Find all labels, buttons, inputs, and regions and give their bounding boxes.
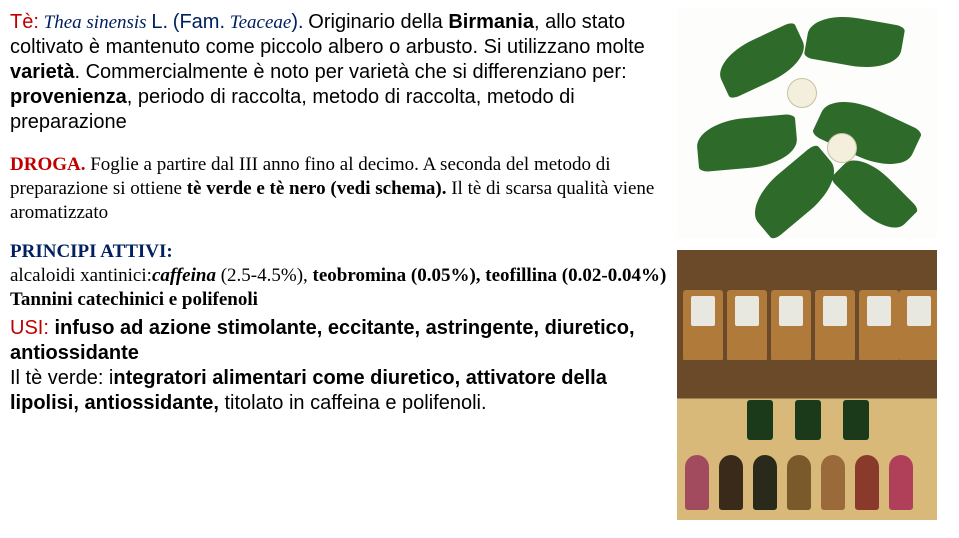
principi-heading: PRINCIPI ATTIVI:: [10, 241, 173, 262]
principi-paragraph: PRINCIPI ATTIVI: alcaloidi xantinici:caf…: [10, 240, 668, 311]
plant-illustration: [677, 8, 937, 238]
title-paragraph: Tè: Thea sinensis L. (Fam. Teaceae). Ori…: [10, 10, 668, 135]
tea-label: Tè:: [10, 11, 39, 33]
usi-paragraph: USI: infuso ad azione stimolante, eccita…: [10, 316, 670, 416]
droga-heading: DROGA.: [10, 154, 85, 175]
intro-after-bold2: . Commercialmente è noto per varietà che…: [75, 61, 627, 83]
author-abbrev: L.: [151, 11, 168, 33]
principi-line1d: teobromina (0.05%), teofillina (0.02-0.0…: [313, 265, 667, 286]
scientific-name: Thea sinensis: [44, 12, 147, 33]
usi-l2a: Il tè verde: i: [10, 367, 113, 389]
principi-line2: Tannini catechinici e polifenoli: [10, 289, 258, 310]
intro-bold3: provenienza: [10, 86, 127, 108]
intro-bold1: Birmania: [448, 11, 534, 33]
usi-l2c: titolato in caffeina e polifenoli.: [219, 392, 487, 414]
droga-bold: tè verde e tè nero (vedi schema).: [187, 178, 447, 199]
droga-paragraph: DROGA. Foglie a partire dal III anno fin…: [10, 153, 668, 224]
usi-heading: USI:: [10, 317, 49, 339]
principi-line1c: (2.5-4.5%),: [216, 265, 313, 286]
intro-bold2: varietà: [10, 61, 75, 83]
intro-before-bold1: Originario della: [308, 11, 448, 33]
family-open: (Fam.: [173, 11, 225, 33]
tea-shop-photo: [677, 250, 937, 520]
usi-l1: infuso ad azione stimolante, eccitante, …: [10, 317, 635, 364]
family-name: Teaceae: [230, 12, 292, 33]
principi-line1a: alcaloidi xantinici:: [10, 265, 152, 286]
principi-caffeina: caffeina: [152, 265, 216, 286]
family-close: ).: [291, 11, 303, 33]
